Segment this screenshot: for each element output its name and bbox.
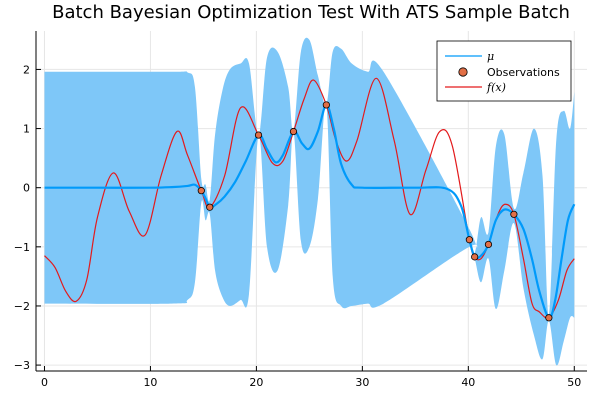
axes <box>35 31 587 372</box>
observation-point <box>206 203 214 211</box>
confidence-band-area <box>44 37 575 366</box>
tick-labels: 0 10 20 30 40 50 −3 −2 −1 0 1 2 <box>14 63 582 389</box>
observation-point <box>322 101 330 109</box>
legend-f-label: f(x) <box>486 81 506 94</box>
legend-obs-label: Observations <box>487 66 560 79</box>
y-tick-label: 1 <box>23 123 30 136</box>
series-lines <box>44 77 576 319</box>
y-tick-label: 0 <box>23 182 30 195</box>
x-tick-label: 30 <box>355 376 369 389</box>
x-tick-label: 40 <box>461 376 475 389</box>
y-tick-label: −2 <box>14 300 30 313</box>
observation-points <box>197 101 553 322</box>
observation-point <box>510 210 518 218</box>
legend: μ Observations f(x) <box>436 40 572 102</box>
mu-line <box>44 103 576 319</box>
chart-title: Batch Bayesian Optimization Test With AT… <box>52 2 570 23</box>
y-tick-label: −1 <box>14 241 30 254</box>
x-tick-label: 10 <box>143 376 157 389</box>
x-tick-label: 0 <box>41 376 48 389</box>
observation-point <box>197 187 205 195</box>
confidence-band <box>44 37 575 366</box>
x-tick-label: 50 <box>567 376 581 389</box>
y-tick-label: 2 <box>23 63 30 76</box>
legend-mu-label: μ <box>487 50 494 63</box>
observation-point <box>465 236 473 244</box>
observation-point <box>484 240 493 249</box>
y-tick-label: −3 <box>14 359 30 372</box>
observation-point <box>471 253 479 261</box>
observation-point <box>254 131 263 139</box>
legend-obs-swatch <box>458 67 468 77</box>
observation-point <box>545 314 553 322</box>
x-tick-label: 20 <box>249 376 263 389</box>
observation-point <box>289 127 298 136</box>
